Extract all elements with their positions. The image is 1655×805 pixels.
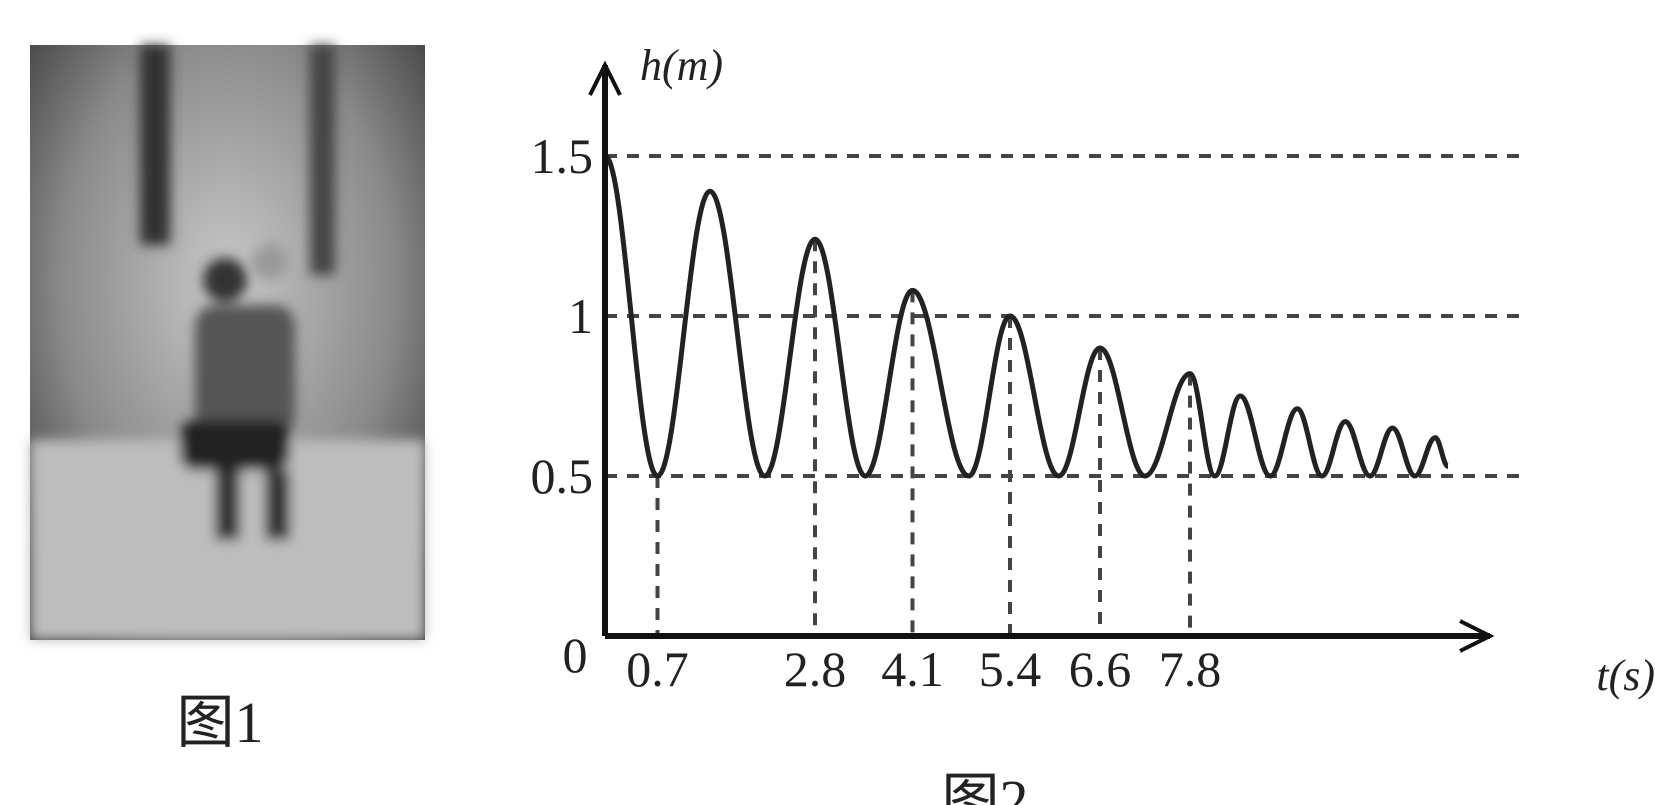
y-tick-label: 0 — [563, 627, 588, 683]
y-axis-label: h(m) — [640, 41, 723, 90]
line — [602, 153, 1450, 479]
y-tick-label: 1 — [568, 288, 593, 344]
x-tick-label: 0.7 — [626, 641, 689, 697]
x-tick-label: 4.1 — [881, 641, 944, 697]
figure-caption: 图2 — [941, 768, 1028, 805]
x-axis-label: t(s) — [1596, 651, 1655, 700]
y-tick-label: 1.5 — [531, 128, 594, 184]
x-tick-label: 2.8 — [784, 641, 847, 697]
y-axis-arrow — [588, 60, 622, 96]
x-axis-arrow — [1459, 619, 1495, 653]
x-tick-label: 6.6 — [1069, 641, 1132, 697]
y-tick-label: 0.5 — [531, 448, 594, 504]
x-tick-label: 5.4 — [979, 641, 1042, 697]
plot: 0 0.5 1 1.5 0.7 2.8 4.1 5.4 6.6 7.8 — [531, 60, 1525, 697]
figure-caption: 图1 — [176, 690, 263, 755]
photo — [30, 45, 425, 640]
x-tick-label: 7.8 — [1159, 641, 1222, 697]
